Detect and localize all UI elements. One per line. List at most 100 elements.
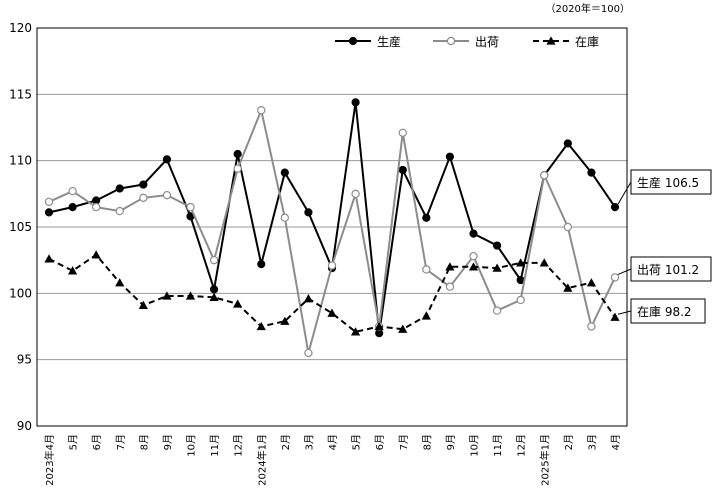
data-point [610, 203, 620, 212]
y-tick-label: 90 [17, 419, 32, 433]
data-point [492, 306, 502, 315]
data-point [374, 321, 384, 331]
gridlines [37, 93, 627, 361]
data-point [115, 206, 124, 216]
legend-label: 在庫 [575, 35, 599, 49]
data-point [422, 213, 431, 222]
data-point [587, 322, 596, 331]
data-point [185, 291, 196, 300]
legend: 生産 出荷 在庫 [335, 34, 599, 49]
series-生産 [44, 98, 620, 338]
legend-item-在庫: 在庫 [533, 35, 599, 49]
x-tick-label: 12月 [233, 434, 245, 457]
data-point [280, 316, 290, 325]
x-tick-label: 10月 [469, 434, 481, 457]
data-point [540, 171, 549, 180]
data-point [304, 208, 313, 217]
plot-frame [36, 27, 628, 427]
series-layer [44, 98, 620, 358]
data-point [162, 155, 172, 164]
data-point [139, 180, 148, 189]
data-point [257, 106, 266, 115]
callout-leader [617, 268, 632, 275]
data-point [233, 164, 242, 173]
data-point [91, 250, 101, 259]
data-point [563, 139, 572, 148]
data-point [280, 213, 290, 222]
x-tick-label: 12月 [516, 434, 528, 457]
x-tick-label: 4月 [327, 434, 339, 450]
data-point [138, 300, 148, 309]
data-point [610, 312, 620, 321]
end-label-出荷: 出荷 101.2 [617, 256, 712, 282]
data-point [587, 168, 596, 177]
series-line [48, 101, 616, 335]
data-point [327, 261, 337, 270]
callout-text: 生産 106.5 [637, 175, 699, 190]
y-tick-label: 110 [9, 154, 32, 168]
data-point [304, 348, 313, 358]
data-point [162, 291, 172, 300]
x-tick-label: 5月 [68, 434, 80, 450]
x-tick-label: 3月 [303, 434, 315, 450]
x-tick-label: 3月 [586, 434, 598, 450]
y-tick-label: 105 [9, 220, 32, 234]
data-point [68, 186, 77, 196]
y-tick-label: 120 [9, 21, 32, 35]
x-tick-label: 2023年4月 [43, 434, 56, 486]
data-point [327, 308, 337, 317]
x-tick-label: 2025年1月 [538, 434, 551, 486]
x-tick-label: 7月 [398, 434, 410, 450]
data-point [209, 285, 219, 294]
data-point [610, 273, 620, 282]
data-point [44, 208, 54, 217]
data-point [256, 321, 266, 331]
y-tick-label: 95 [17, 353, 32, 367]
callout-text: 出荷 101.2 [637, 263, 699, 277]
callout-leader [617, 310, 632, 315]
x-tick-label: 5月 [351, 434, 363, 450]
series-在庫 [44, 250, 620, 336]
data-point [162, 190, 172, 200]
data-point [280, 168, 289, 177]
callout-leader [617, 181, 632, 205]
data-point [563, 283, 573, 292]
x-tick-label: 11月 [492, 434, 504, 457]
data-point [44, 254, 54, 263]
data-point [398, 128, 407, 138]
data-point [492, 241, 502, 250]
y-tick-label: 115 [9, 87, 32, 101]
data-point [115, 278, 125, 287]
legend-item-生産: 生産 [335, 34, 401, 49]
data-point [186, 202, 195, 212]
data-point [115, 184, 124, 193]
end-label-在庫: 在庫 98.2 [617, 298, 706, 324]
data-point [539, 258, 549, 267]
data-point [233, 149, 242, 159]
data-point [563, 222, 573, 232]
x-tick-label: 7月 [115, 434, 127, 450]
data-point [209, 255, 219, 265]
data-point [139, 193, 148, 203]
data-point [348, 36, 358, 46]
data-point [516, 258, 526, 267]
y-axis-ticks: 90 95 100 105 110 115 120 [9, 21, 32, 433]
end-label-生産: 生産 106.5 [617, 169, 712, 205]
callout-box [630, 298, 706, 324]
data-point [351, 98, 360, 107]
x-axis-ticks: 2023年4月 5月 6月 7月 8月 9月 10月 11月 12月 2024年1月 2月 3月 4月 5… [43, 434, 622, 486]
data-point [492, 263, 502, 272]
data-point [91, 202, 101, 212]
data-point [209, 292, 219, 301]
data-point [351, 189, 360, 199]
y-tick-label: 100 [9, 286, 32, 300]
data-point [398, 324, 408, 333]
callout-box [630, 169, 712, 195]
data-point [257, 260, 266, 269]
data-point [546, 36, 556, 45]
x-tick-label: 11月 [209, 434, 221, 457]
data-point [303, 294, 314, 303]
data-point [469, 229, 478, 238]
data-point [445, 262, 455, 271]
series-出荷 [44, 106, 620, 358]
